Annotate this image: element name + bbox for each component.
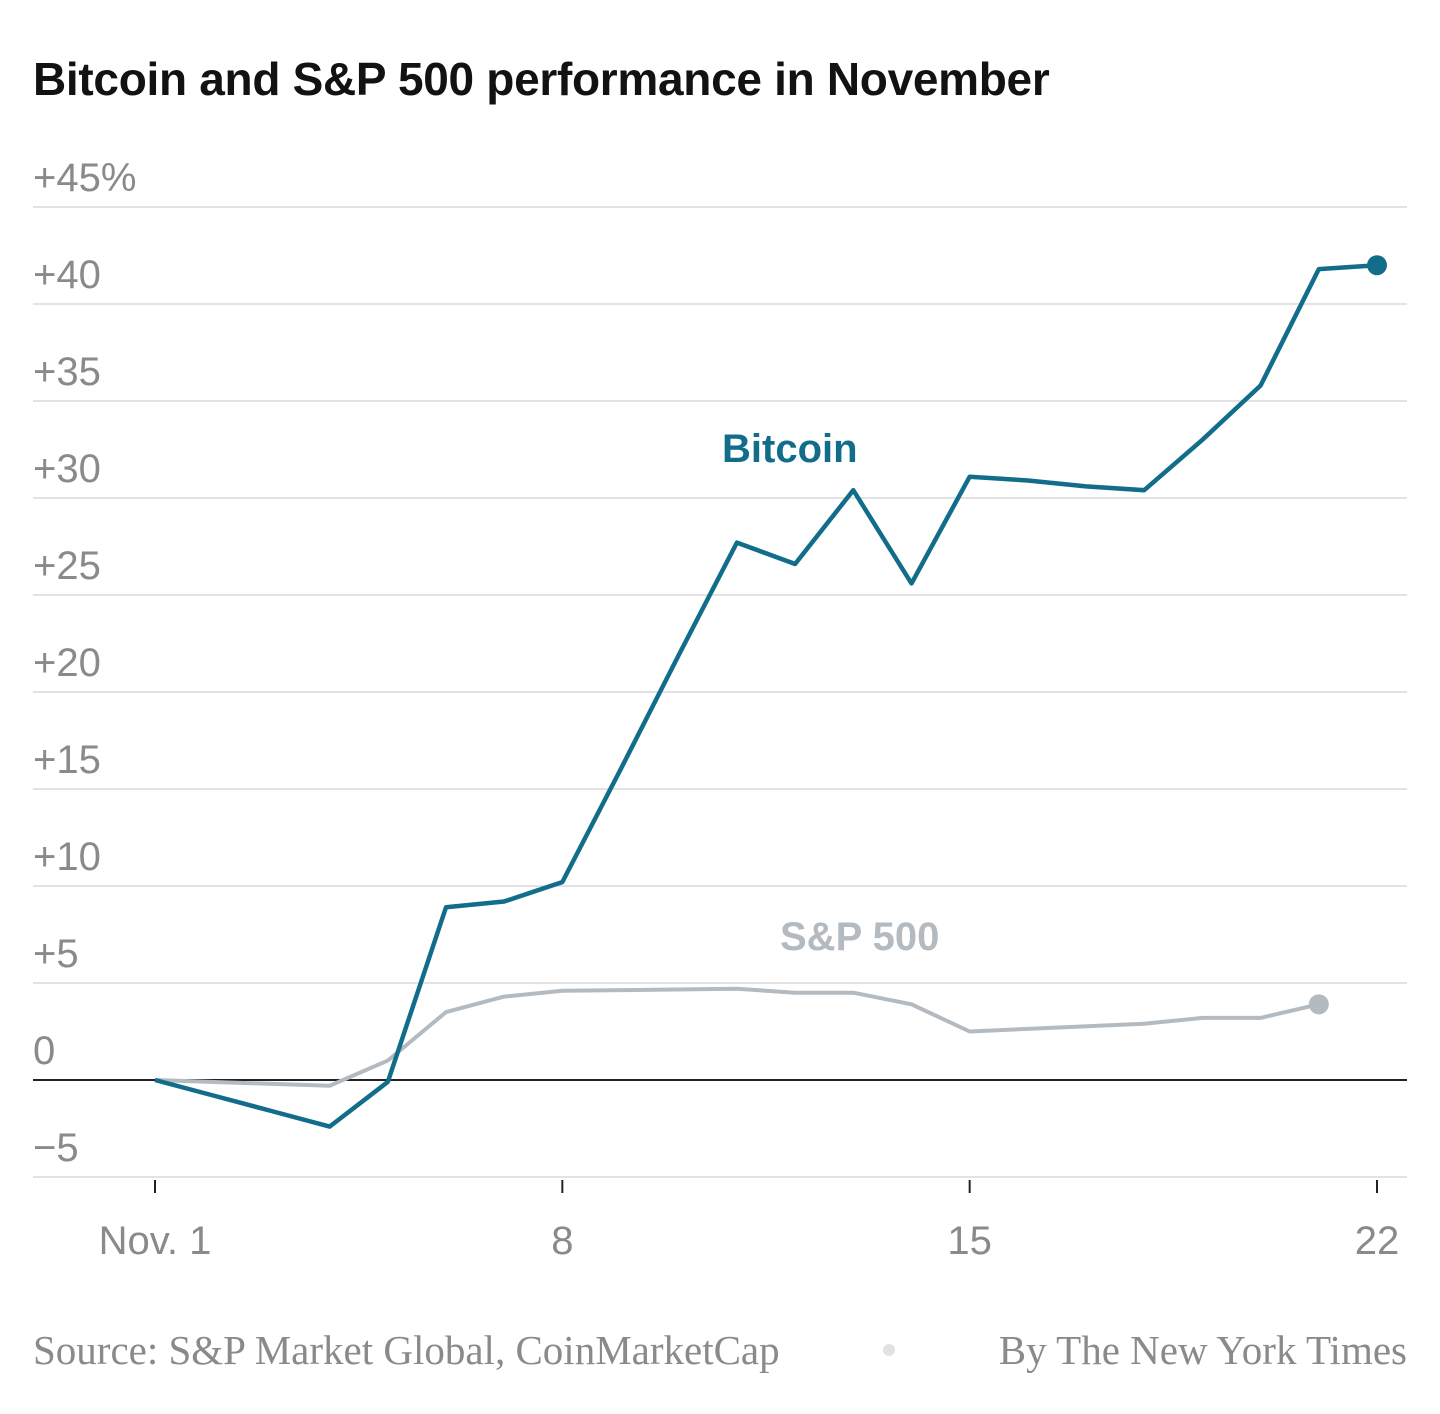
y-tick-label: +5 [33,932,79,976]
y-tick-label: +10 [33,835,101,879]
y-tick-label: +40 [33,253,101,297]
y-tick-label: +30 [33,447,101,491]
series-label-sp500: S&P 500 [780,915,939,959]
series-lines [154,255,1387,1129]
y-tick-label: +35 [33,350,101,394]
series-line-bitcoin [154,262,1378,1129]
line-chart: +45% +40 +35 +30 +25 +20 +15 +10 +5 0 −5 Nov. 1 8 15… [33,156,1407,1263]
gridlines [33,206,1407,1178]
footer: Source: S&P Market Global, CoinMarketCap… [33,1326,1407,1374]
y-tick-label: −5 [33,1126,79,1170]
x-tick-label: Nov. 1 [99,1219,212,1263]
x-tick-label: 15 [947,1219,992,1263]
x-axis: Nov. 1 8 15 22 [99,1180,1400,1263]
series-label-bitcoin: Bitcoin [722,427,858,471]
y-tick-label: +15 [33,738,101,782]
y-axis: +45% +40 +35 +30 +25 +20 +15 +10 +5 0 −5 [33,156,136,1170]
chart-title: Bitcoin and S&P 500 performance in Novem… [33,53,1050,105]
y-tick-label: +20 [33,641,101,685]
x-tick-label: 8 [551,1219,573,1263]
x-tick-label: 22 [1355,1219,1400,1263]
y-tick-label: 0 [33,1029,55,1073]
end-point-bitcoin [1367,255,1387,276]
y-tick-label: +45% [33,156,136,200]
series-line-sp500 [154,986,1320,1088]
end-point-sp500 [1308,994,1329,1015]
credit: By The New York Times [998,1327,1407,1373]
source-note: Source: S&P Market Global, CoinMarketCap [33,1327,780,1373]
separator-dot-icon [883,1344,896,1356]
y-tick-label: +25 [33,544,101,588]
